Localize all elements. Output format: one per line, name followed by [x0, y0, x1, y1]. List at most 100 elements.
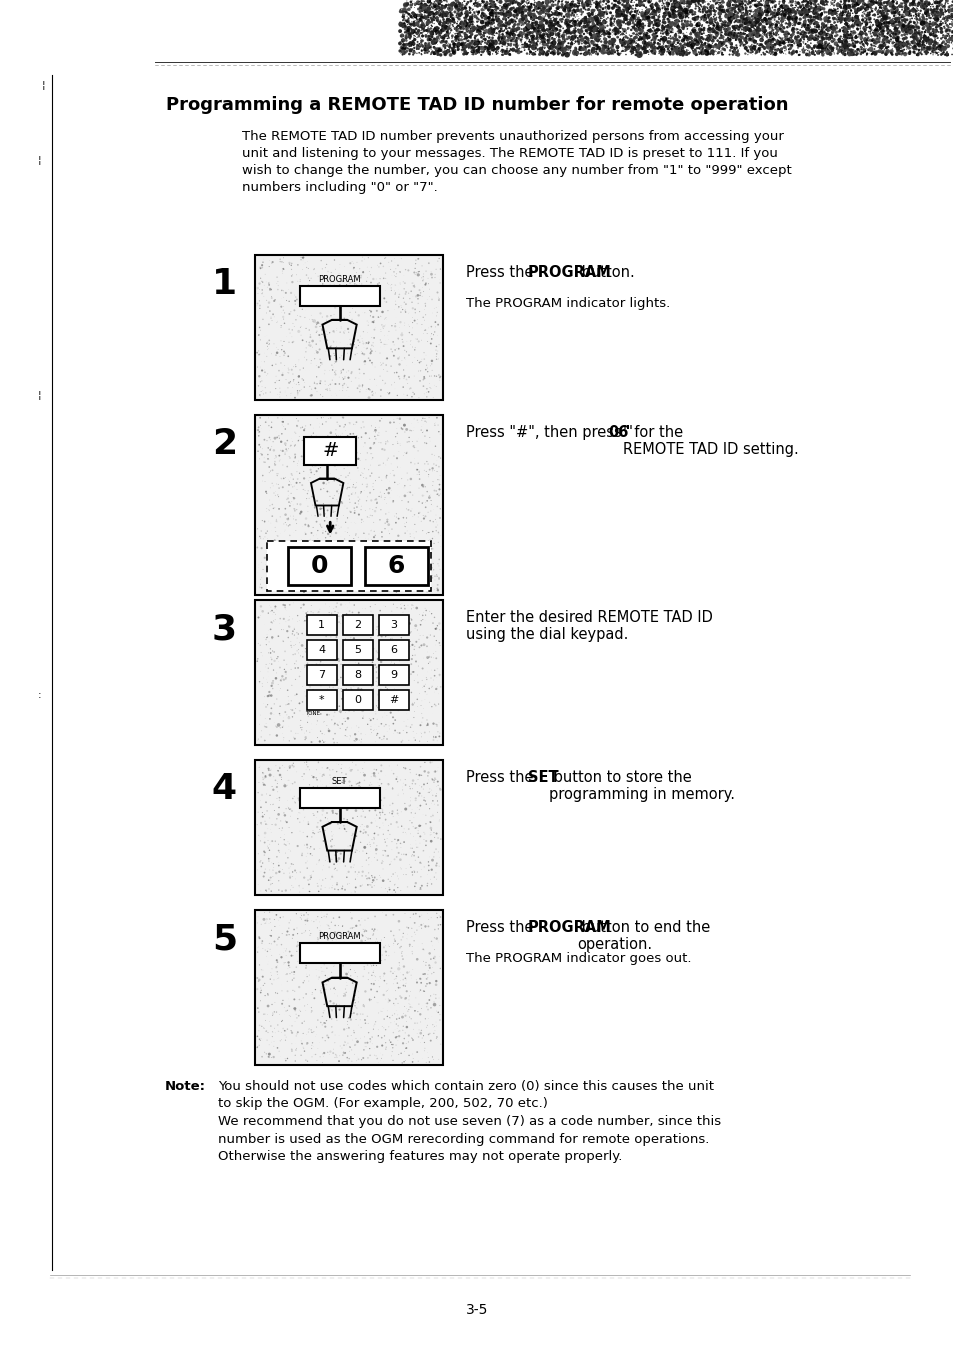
- Point: [413, 1004, 428, 1025]
- Point: [272, 545, 287, 567]
- Point: [676, 40, 691, 62]
- Point: [709, 13, 724, 35]
- Point: [395, 36, 411, 58]
- Point: [407, 28, 422, 50]
- Point: [643, 0, 659, 19]
- Point: [707, 34, 722, 55]
- Point: [928, 0, 943, 19]
- Point: [871, 27, 886, 49]
- Point: [525, 18, 540, 39]
- Point: [414, 30, 429, 51]
- Point: [409, 1041, 424, 1063]
- Point: [755, 11, 770, 32]
- Point: [298, 331, 314, 352]
- Point: [765, 23, 781, 45]
- Point: [614, 30, 629, 51]
- Point: [917, 24, 932, 46]
- Point: [269, 716, 284, 738]
- Point: [921, 7, 936, 28]
- Point: [504, 20, 519, 42]
- Point: [414, 723, 429, 745]
- Point: [394, 929, 409, 951]
- Point: [407, 39, 422, 61]
- Point: [796, 11, 811, 32]
- Point: [365, 828, 380, 850]
- Point: [659, 19, 674, 40]
- Point: [599, 28, 615, 50]
- Point: [402, 823, 417, 844]
- Point: [844, 5, 860, 27]
- Point: [335, 772, 351, 793]
- Point: [397, 973, 413, 994]
- Point: [363, 339, 378, 360]
- Point: [909, 22, 924, 43]
- Point: [304, 826, 319, 847]
- Point: [263, 697, 278, 719]
- Point: [849, 19, 864, 40]
- Point: [286, 785, 301, 807]
- Point: [476, 0, 491, 16]
- Point: [431, 295, 446, 317]
- Point: [259, 339, 274, 360]
- Point: [404, 844, 419, 866]
- Point: [407, 514, 422, 536]
- Point: [751, 0, 766, 19]
- Point: [307, 665, 322, 687]
- Point: [787, 1, 802, 23]
- Point: [754, 36, 769, 58]
- Point: [404, 336, 419, 357]
- Point: [791, 1, 806, 23]
- Point: [676, 42, 691, 63]
- Point: [367, 657, 382, 679]
- Point: [836, 13, 851, 35]
- Point: [339, 571, 355, 592]
- Point: [424, 859, 439, 881]
- Point: [864, 4, 880, 26]
- Point: [286, 577, 301, 599]
- Point: [326, 835, 341, 857]
- Point: [335, 772, 350, 793]
- Point: [575, 0, 590, 11]
- Point: [595, 0, 610, 12]
- Point: [449, 3, 464, 24]
- Point: [452, 18, 467, 39]
- Point: [411, 0, 426, 20]
- Point: [327, 983, 342, 1005]
- Point: [510, 0, 525, 13]
- Point: [416, 35, 431, 57]
- Point: [301, 530, 316, 552]
- Point: [295, 428, 311, 449]
- Point: [469, 40, 484, 62]
- Point: [617, 0, 632, 18]
- Point: [313, 809, 328, 831]
- Point: [855, 39, 870, 61]
- Point: [557, 0, 572, 22]
- Point: [263, 853, 278, 874]
- Point: [737, 12, 752, 34]
- Point: [557, 40, 572, 62]
- Point: [876, 12, 891, 34]
- Point: [509, 18, 524, 39]
- Point: [408, 764, 423, 785]
- Point: [273, 811, 288, 832]
- Point: [426, 526, 441, 548]
- Point: [906, 22, 922, 43]
- Point: [571, 12, 586, 34]
- Point: [354, 537, 369, 558]
- Point: [332, 274, 347, 295]
- Point: [768, 13, 783, 35]
- Point: [395, 31, 410, 53]
- Point: [560, 0, 576, 20]
- Point: [288, 669, 303, 691]
- Point: [416, 571, 432, 592]
- Point: [821, 39, 836, 61]
- Point: [578, 31, 593, 53]
- Point: [836, 8, 851, 30]
- Point: [260, 938, 275, 959]
- Point: [404, 18, 419, 39]
- Point: [773, 9, 788, 31]
- Point: [281, 955, 296, 977]
- Point: [405, 563, 420, 584]
- Point: [363, 490, 378, 511]
- Point: [346, 857, 361, 878]
